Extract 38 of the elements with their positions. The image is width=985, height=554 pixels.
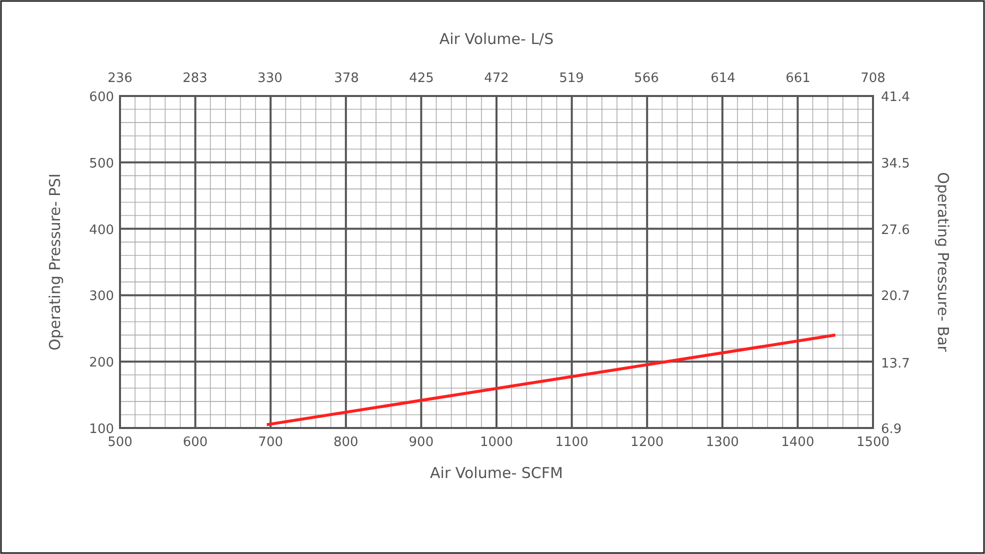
y2-tick-label: 34.5 bbox=[881, 156, 910, 172]
y-tick-label: 600 bbox=[89, 90, 114, 105]
y-axis-title: Operating Pressure- PSI bbox=[46, 174, 64, 350]
y2-tick-label: 20.7 bbox=[881, 289, 910, 304]
y2-tick-label: 6.9 bbox=[881, 422, 902, 437]
x-tick-label: 900 bbox=[408, 435, 434, 450]
x-tick-label: 1400 bbox=[781, 435, 814, 450]
y-tick-label: 300 bbox=[89, 289, 114, 304]
y2-tick-label: 13.7 bbox=[881, 356, 910, 372]
x-tick-label: 1100 bbox=[555, 435, 588, 450]
x2-tick-label: 236 bbox=[108, 71, 132, 86]
x-tick-label: 700 bbox=[258, 435, 284, 450]
x-tick-label: 1500 bbox=[856, 435, 890, 450]
x2-tick-label: 519 bbox=[559, 71, 584, 86]
y2-axis-title: Operating Pressure- Bar bbox=[934, 172, 952, 353]
x2-tick-label: 614 bbox=[710, 71, 736, 86]
x2-tick-label: 425 bbox=[409, 71, 434, 86]
y-tick-label: 200 bbox=[89, 356, 114, 371]
y-tick-label: 100 bbox=[89, 422, 114, 437]
x-tick-label: 500 bbox=[108, 435, 132, 450]
y2-tick-label: 27.6 bbox=[881, 222, 910, 238]
x2-tick-label: 330 bbox=[258, 71, 282, 86]
x2-tick-label: 283 bbox=[182, 71, 208, 86]
x-tick-label: 1300 bbox=[706, 435, 739, 450]
y2-tick-label: 41.4 bbox=[881, 90, 910, 105]
x2-tick-label: 661 bbox=[786, 71, 810, 86]
x2-tick-label: 378 bbox=[334, 71, 359, 86]
x2-axis-title: Air Volume- L/S bbox=[439, 30, 554, 48]
x2-tick-label: 708 bbox=[860, 71, 886, 86]
y-tick-label: 500 bbox=[89, 156, 114, 172]
x-tick-label: 600 bbox=[182, 435, 208, 450]
y-tick-label: 400 bbox=[89, 222, 114, 238]
x-tick-label: 1000 bbox=[480, 435, 514, 450]
x-tick-label: 1200 bbox=[630, 435, 664, 450]
x2-tick-label: 566 bbox=[634, 71, 659, 86]
x2-tick-label: 472 bbox=[484, 71, 509, 86]
x-axis-title: Air Volume- SCFM bbox=[430, 464, 563, 482]
x-tick-label: 800 bbox=[333, 435, 358, 450]
